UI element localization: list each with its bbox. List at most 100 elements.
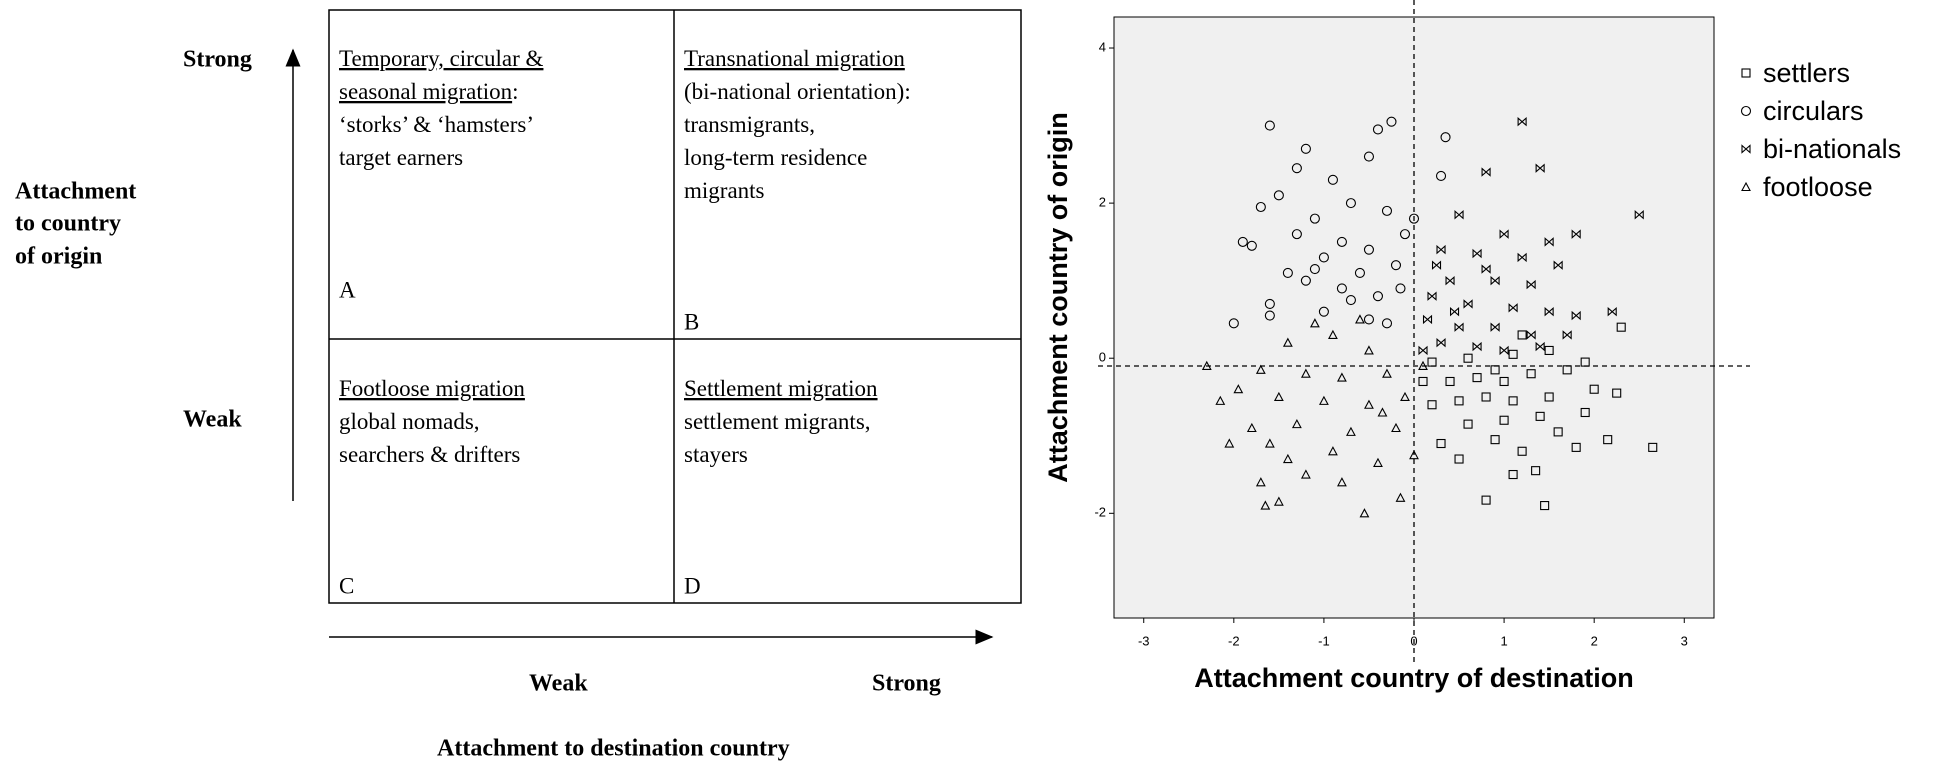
point — [1418, 345, 1428, 356]
point — [1427, 400, 1437, 410]
point — [1336, 283, 1347, 294]
point — [1508, 469, 1518, 480]
point — [1535, 341, 1545, 352]
point — [1273, 391, 1284, 402]
point — [1264, 298, 1275, 309]
x-title: Attachment to destination country — [437, 736, 790, 762]
point — [1246, 422, 1257, 433]
point — [1427, 357, 1437, 367]
point — [1454, 210, 1464, 220]
point — [1435, 170, 1447, 182]
point — [1233, 384, 1244, 394]
legend-marker — [1741, 181, 1751, 192]
point — [1562, 330, 1572, 340]
point — [1544, 345, 1554, 356]
cell-text: searchers & drifters — [339, 442, 520, 467]
y-title: of origin — [15, 244, 102, 270]
point — [1607, 306, 1617, 317]
legend-label: circulars — [1763, 96, 1864, 126]
cell-text: : — [512, 79, 518, 104]
x-low: Weak — [529, 671, 588, 697]
cell-text: target earners — [339, 145, 463, 170]
point — [1372, 291, 1384, 302]
point — [1580, 357, 1590, 367]
point — [1481, 264, 1491, 274]
point — [1481, 495, 1491, 505]
point — [1201, 360, 1212, 371]
point — [1273, 190, 1284, 201]
point — [1463, 299, 1473, 309]
point — [1436, 337, 1446, 348]
cell-text: global nomads, — [339, 409, 480, 434]
point — [1454, 322, 1464, 332]
point — [1553, 427, 1563, 437]
point — [1571, 442, 1581, 452]
point — [1282, 453, 1293, 464]
point — [1237, 236, 1248, 247]
point — [1553, 260, 1563, 270]
point — [1309, 318, 1320, 328]
point — [1440, 132, 1451, 143]
x-tick-label: 1 — [1500, 633, 1507, 648]
cell-line: long-term residence — [684, 145, 867, 170]
cell-line: Temporary, circular & — [339, 46, 544, 71]
y-tick-label: 2 — [1099, 195, 1106, 210]
point — [1309, 213, 1320, 224]
point — [1364, 399, 1374, 409]
cell-line: target earners — [339, 145, 463, 170]
point — [1571, 229, 1581, 239]
point — [1562, 365, 1572, 375]
point — [1386, 116, 1397, 127]
point — [1363, 151, 1375, 162]
point — [1490, 275, 1500, 286]
point — [1634, 210, 1644, 220]
point — [1571, 310, 1581, 321]
point — [1255, 477, 1266, 487]
point — [1544, 306, 1554, 317]
point — [1616, 322, 1626, 332]
point — [1418, 376, 1428, 387]
cell-text: stayers — [684, 442, 748, 467]
point — [1422, 314, 1433, 325]
point — [1535, 163, 1545, 173]
cell-line: searchers & drifters — [339, 442, 520, 467]
point — [1264, 120, 1275, 131]
x-tick-label: 2 — [1591, 633, 1598, 648]
cell-line: (bi-national orientation): — [684, 79, 911, 104]
point — [1648, 442, 1658, 452]
point — [1381, 205, 1393, 216]
point — [1300, 275, 1311, 286]
cell-line: stayers — [684, 442, 748, 467]
point — [1445, 275, 1455, 286]
point — [1318, 252, 1329, 263]
x-high: Strong — [872, 671, 941, 697]
cell-text: settlement migrants, — [684, 409, 871, 434]
point — [1395, 492, 1406, 502]
legend-label: bi-nationals — [1763, 134, 1901, 164]
point — [1346, 426, 1356, 436]
point — [1300, 143, 1311, 154]
point — [1400, 391, 1410, 402]
point — [1399, 229, 1411, 240]
point — [1508, 349, 1518, 359]
point — [1328, 329, 1338, 339]
cell-letter: C — [339, 573, 354, 598]
cell-text: Transnational migration — [684, 46, 905, 71]
y-tick-label: -2 — [1094, 505, 1106, 520]
point — [1390, 260, 1402, 271]
point — [1517, 116, 1527, 127]
point — [1531, 466, 1541, 476]
point — [1255, 201, 1266, 213]
y-high: Strong — [183, 47, 252, 73]
point — [1391, 422, 1401, 433]
point — [1395, 283, 1406, 294]
cell-text: ‘storks’ & ‘hamsters’ — [339, 112, 534, 137]
y-low: Weak — [183, 407, 242, 433]
cell-text: Settlement migration — [684, 376, 878, 401]
point — [1381, 318, 1393, 329]
x-tick-label: -1 — [1318, 633, 1330, 648]
cell-letter: B — [684, 309, 699, 334]
diagram: Strong Weak Attachment to country of ori… — [15, 9, 1022, 762]
